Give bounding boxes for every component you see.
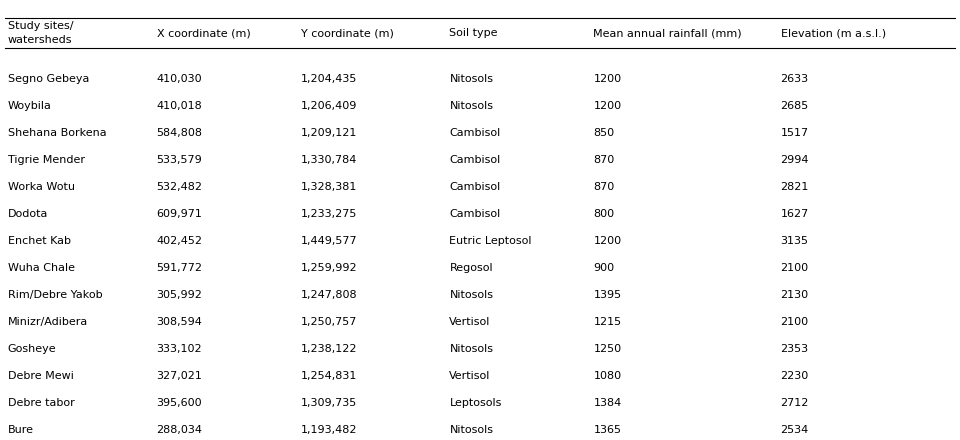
Text: Cambisol: Cambisol <box>449 181 501 191</box>
Text: 870: 870 <box>593 181 614 191</box>
Text: 1,238,122: 1,238,122 <box>300 344 357 353</box>
Text: 2100: 2100 <box>780 316 808 326</box>
Text: 288,034: 288,034 <box>156 425 203 435</box>
Text: 395,600: 395,600 <box>156 397 203 407</box>
Text: 1,449,577: 1,449,577 <box>300 235 357 246</box>
Text: 1,309,735: 1,309,735 <box>300 397 357 407</box>
Text: 2130: 2130 <box>780 290 808 300</box>
Text: 2534: 2534 <box>780 425 809 435</box>
Text: Elevation (m a.s.l.): Elevation (m a.s.l.) <box>780 28 886 38</box>
Text: 1200: 1200 <box>593 73 621 84</box>
Text: Minizr/Adibera: Minizr/Adibera <box>8 316 88 326</box>
Text: Cambisol: Cambisol <box>449 209 501 219</box>
Text: 900: 900 <box>593 263 614 272</box>
Text: Gosheye: Gosheye <box>8 344 57 353</box>
Text: 2994: 2994 <box>780 154 809 165</box>
Text: 800: 800 <box>593 209 614 219</box>
Text: Segno Gebeya: Segno Gebeya <box>8 73 89 84</box>
Text: 2712: 2712 <box>780 397 809 407</box>
Text: 333,102: 333,102 <box>156 344 203 353</box>
Text: 2230: 2230 <box>780 370 809 381</box>
Text: 1200: 1200 <box>593 100 621 110</box>
Text: Debre Mewi: Debre Mewi <box>8 370 74 381</box>
Text: Wuha Chale: Wuha Chale <box>8 263 75 272</box>
Text: 1395: 1395 <box>593 290 621 300</box>
Text: Cambisol: Cambisol <box>449 154 501 165</box>
Text: Vertisol: Vertisol <box>449 370 491 381</box>
Text: 533,579: 533,579 <box>156 154 203 165</box>
Text: 870: 870 <box>593 154 614 165</box>
Text: Leptosols: Leptosols <box>449 397 502 407</box>
Text: Bure: Bure <box>8 425 34 435</box>
Text: Nitosols: Nitosols <box>449 425 493 435</box>
Text: 1200: 1200 <box>593 235 621 246</box>
Text: Rim/Debre Yakob: Rim/Debre Yakob <box>8 290 103 300</box>
Text: 1250: 1250 <box>593 344 621 353</box>
Text: 2633: 2633 <box>780 73 808 84</box>
Text: 1,250,757: 1,250,757 <box>300 316 357 326</box>
Text: 2100: 2100 <box>780 263 808 272</box>
Text: 1,233,275: 1,233,275 <box>300 209 357 219</box>
Text: 1,204,435: 1,204,435 <box>300 73 357 84</box>
Text: Y coordinate (m): Y coordinate (m) <box>300 28 394 38</box>
Text: Enchet Kab: Enchet Kab <box>8 235 71 246</box>
Text: 1,328,381: 1,328,381 <box>300 181 357 191</box>
Text: Debre tabor: Debre tabor <box>8 397 75 407</box>
Text: Regosol: Regosol <box>449 263 493 272</box>
Text: Cambisol: Cambisol <box>449 128 501 137</box>
Text: 1,247,808: 1,247,808 <box>300 290 357 300</box>
Text: Nitosols: Nitosols <box>449 344 493 353</box>
Text: watersheds: watersheds <box>8 35 72 45</box>
Text: 1,209,121: 1,209,121 <box>300 128 357 137</box>
Text: Woybila: Woybila <box>8 100 52 110</box>
Text: 2821: 2821 <box>780 181 809 191</box>
Text: 1,330,784: 1,330,784 <box>300 154 357 165</box>
Text: 1627: 1627 <box>780 209 809 219</box>
Text: 532,482: 532,482 <box>156 181 203 191</box>
Text: 2685: 2685 <box>780 100 809 110</box>
Text: 584,808: 584,808 <box>156 128 203 137</box>
Text: 609,971: 609,971 <box>156 209 203 219</box>
Text: X coordinate (m): X coordinate (m) <box>156 28 251 38</box>
Text: 1517: 1517 <box>780 128 808 137</box>
Text: 591,772: 591,772 <box>156 263 203 272</box>
Text: 402,452: 402,452 <box>156 235 203 246</box>
Text: 1215: 1215 <box>593 316 621 326</box>
Text: Vertisol: Vertisol <box>449 316 491 326</box>
Text: 327,021: 327,021 <box>156 370 203 381</box>
Text: Study sites/: Study sites/ <box>8 21 73 31</box>
Text: 1,259,992: 1,259,992 <box>300 263 357 272</box>
Text: 410,030: 410,030 <box>156 73 203 84</box>
Text: 3135: 3135 <box>780 235 808 246</box>
Text: 1365: 1365 <box>593 425 621 435</box>
Text: 1,206,409: 1,206,409 <box>300 100 357 110</box>
Text: 308,594: 308,594 <box>156 316 203 326</box>
Text: 1,193,482: 1,193,482 <box>300 425 357 435</box>
Text: Nitosols: Nitosols <box>449 290 493 300</box>
Text: Soil type: Soil type <box>449 28 498 38</box>
Text: 410,018: 410,018 <box>156 100 203 110</box>
Text: Nitosols: Nitosols <box>449 73 493 84</box>
Text: Dodota: Dodota <box>8 209 48 219</box>
Text: 2353: 2353 <box>780 344 808 353</box>
Text: Eutric Leptosol: Eutric Leptosol <box>449 235 532 246</box>
Text: Mean annual rainfall (mm): Mean annual rainfall (mm) <box>593 28 742 38</box>
Text: 850: 850 <box>593 128 614 137</box>
Text: 305,992: 305,992 <box>156 290 203 300</box>
Text: 1,254,831: 1,254,831 <box>300 370 357 381</box>
Text: Worka Wotu: Worka Wotu <box>8 181 75 191</box>
Text: Nitosols: Nitosols <box>449 100 493 110</box>
Text: 1384: 1384 <box>593 397 622 407</box>
Text: 1080: 1080 <box>593 370 621 381</box>
Text: Tigrie Mender: Tigrie Mender <box>8 154 84 165</box>
Text: Shehana Borkena: Shehana Borkena <box>8 128 107 137</box>
